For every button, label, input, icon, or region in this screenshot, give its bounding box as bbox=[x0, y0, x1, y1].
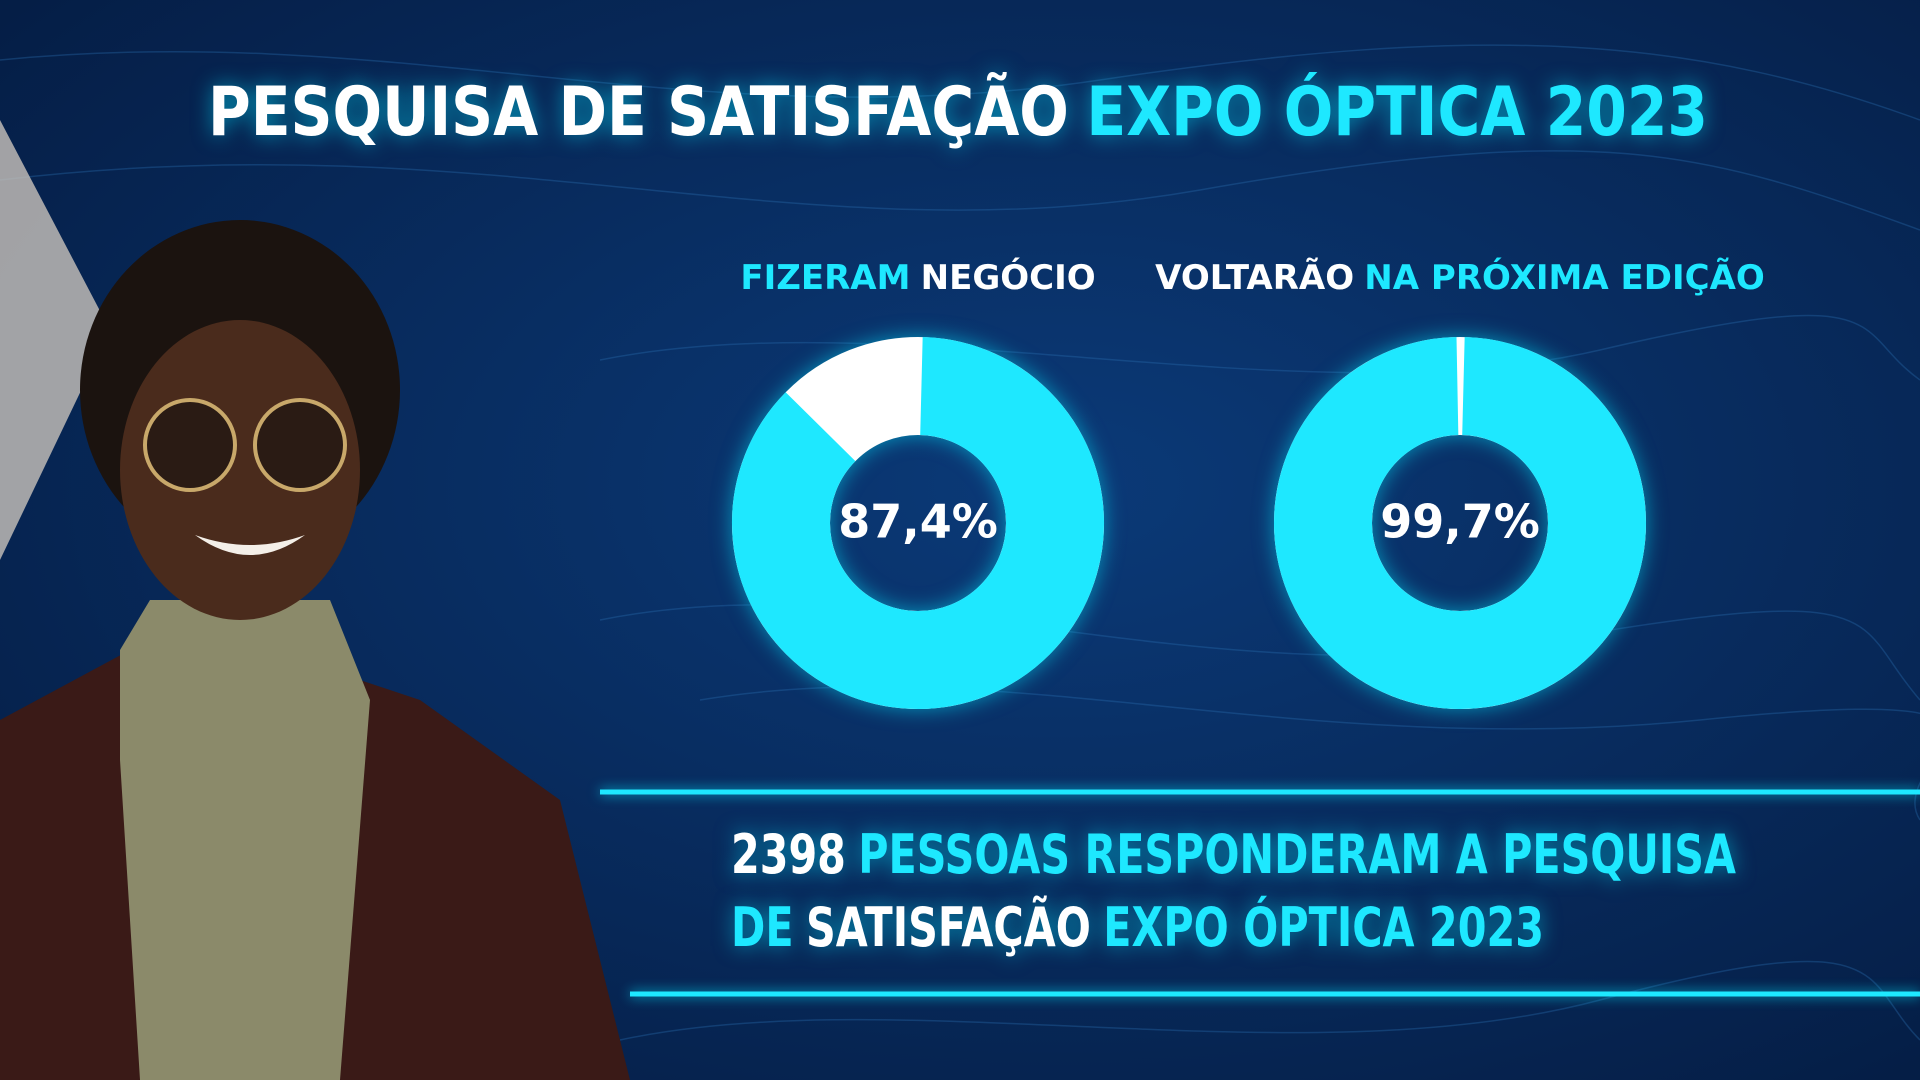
footer-line: 2398PESSOAS RESPONDERAM A PESQUISA bbox=[731, 823, 1736, 886]
footer-line: DESATISFAÇÃOEXPO ÓPTICA 2023 bbox=[731, 896, 1544, 959]
text-part: NEGÓCIO bbox=[921, 257, 1096, 298]
text-part: EXPO ÓPTICA 2023 bbox=[1086, 72, 1708, 152]
chart-label: VOLTARÃO NA PRÓXIMA EDIÇÃO bbox=[1155, 257, 1765, 298]
text-part: FIZERAM bbox=[740, 258, 910, 298]
photo-backdrop bbox=[0, 120, 110, 560]
value-label: 99,7% bbox=[1380, 495, 1540, 549]
person-photo bbox=[0, 220, 630, 1080]
text-part: DE bbox=[731, 896, 794, 959]
donut-segment bbox=[732, 337, 1104, 709]
text-part: EXPO ÓPTICA 2023 bbox=[1103, 896, 1544, 959]
value-label: 87,4% bbox=[838, 495, 998, 549]
text-part: PESSOAS RESPONDERAM A PESQUISA bbox=[858, 823, 1736, 886]
text-part: 2398 bbox=[731, 823, 846, 886]
donut-segment bbox=[1274, 337, 1646, 709]
text-part: SATISFAÇÃO bbox=[806, 896, 1091, 959]
text-part: PESQUISA DE SATISFAÇÃO bbox=[208, 72, 1069, 152]
chart-label: FIZERAM NEGÓCIO bbox=[740, 257, 1095, 298]
donut-chart bbox=[732, 337, 1104, 709]
donut-chart bbox=[1274, 337, 1646, 709]
text-part: NA PRÓXIMA EDIÇÃO bbox=[1364, 257, 1765, 298]
title: PESQUISA DE SATISFAÇÃOEXPO ÓPTICA 2023 bbox=[208, 72, 1708, 152]
text-part: VOLTARÃO bbox=[1155, 257, 1354, 298]
